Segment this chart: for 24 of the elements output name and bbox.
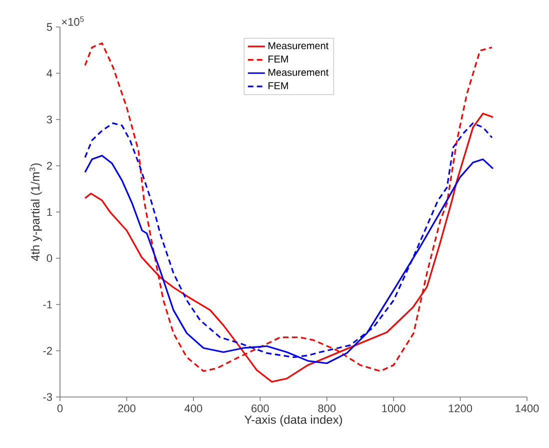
y-tick-label: 2: [46, 162, 52, 170]
x-axis-title: Y-axis (data index): [244, 415, 342, 426]
legend-label: FEM: [268, 56, 288, 62]
y-tick-label: 4: [46, 69, 52, 78]
x-tick-label: 1200: [448, 404, 472, 412]
y-tick-label: -1: [43, 300, 52, 308]
x-tick-label: 1400: [516, 404, 539, 412]
y-tick-label: 0: [46, 254, 52, 262]
x-tick-label: 400: [184, 404, 202, 412]
x-tick-label: 0: [57, 404, 63, 412]
y-tick-label: 3: [46, 116, 52, 124]
text: ×10$^{5}$: [62, 16, 84, 26]
x-tick-label: 600: [252, 404, 269, 412]
legend-label: Measurement: [268, 42, 329, 50]
legend-label: Measurement: [268, 68, 329, 76]
legend-label: FEM: [268, 82, 288, 90]
y-tick-label: -3: [43, 393, 52, 401]
y-tick-label: 5: [46, 23, 52, 31]
x-tick-label: 800: [318, 404, 336, 412]
y-axis-title: 4th y-partial (1/m$^{3}$): [30, 163, 42, 262]
y-tick-label: 1: [47, 208, 52, 216]
x-tick-label: 1000: [382, 404, 406, 412]
x-tick-label: 200: [118, 404, 136, 412]
y-tick-label: -2: [43, 346, 52, 355]
